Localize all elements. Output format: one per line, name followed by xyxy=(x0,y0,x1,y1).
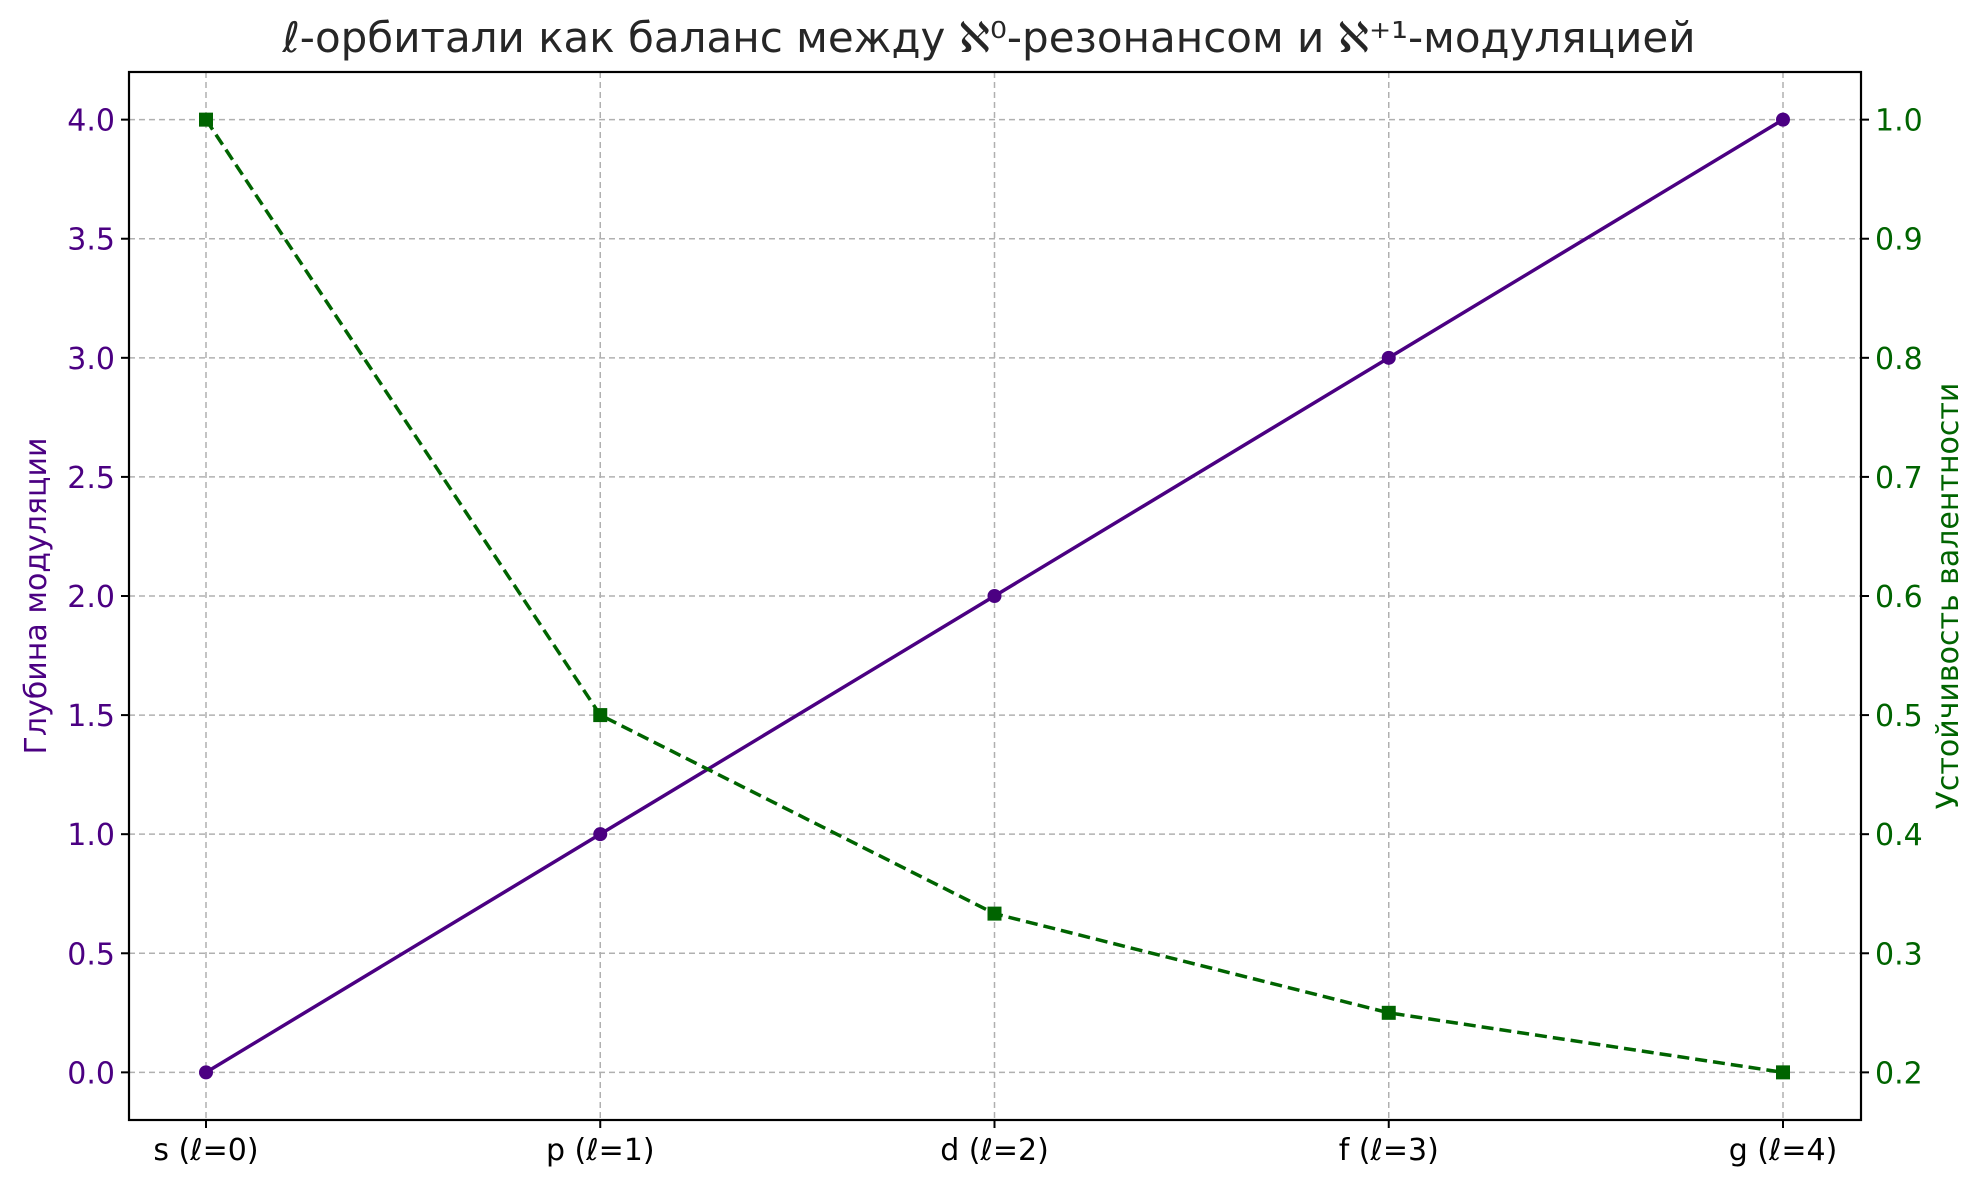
y-left-tick-label: 1.5 xyxy=(67,699,115,734)
x-tick-label: g (ℓ=4) xyxy=(1729,1133,1838,1168)
series-point-1 xyxy=(199,1065,213,1080)
y-right-tick-label: 0.6 xyxy=(1875,580,1923,615)
chart-title: ℓ-орбитали как баланс между ℵ⁰-резонансо… xyxy=(281,13,1695,62)
y-right-tick-label: 0.7 xyxy=(1875,461,1923,496)
y-axis-right-title: Устойчивость валентности xyxy=(1931,383,1966,810)
y-left-tick-label: 1.0 xyxy=(67,818,115,853)
y-right-tick-label: 0.9 xyxy=(1875,223,1923,258)
y-left-tick-label: 2.0 xyxy=(67,580,115,615)
y-left-tick-label: 3.0 xyxy=(67,342,115,377)
series-point-1 xyxy=(1381,350,1396,365)
series-point-1 xyxy=(1776,112,1790,127)
series-point-1 xyxy=(593,827,608,842)
y-right-tick-label: 1.0 xyxy=(1875,104,1923,139)
y-right-tick-label: 0.8 xyxy=(1875,342,1923,377)
series-point-1 xyxy=(987,589,1002,603)
y-left-tick-label: 4.0 xyxy=(67,104,115,139)
y-left-tick-label: 0.0 xyxy=(67,1056,115,1091)
x-tick-label: s (ℓ=0) xyxy=(153,1133,258,1168)
y-right-tick-label: 0.2 xyxy=(1875,1056,1923,1091)
y-left-tick-label: 3.5 xyxy=(67,223,115,258)
x-tick-label: f (ℓ=3) xyxy=(1339,1133,1439,1168)
y-right-tick-label: 0.5 xyxy=(1875,699,1923,734)
y-left-tick-label: 2.5 xyxy=(67,461,115,496)
grid xyxy=(129,72,1861,1120)
series-point-2 xyxy=(987,906,1002,921)
x-tick-label: d (ℓ=2) xyxy=(940,1133,1049,1168)
series-point-2 xyxy=(199,112,213,127)
series-point-2 xyxy=(593,708,608,723)
plot-series xyxy=(199,112,1790,1080)
y-right-tick-label: 0.3 xyxy=(1875,937,1923,972)
y-left-tick-label: 0.5 xyxy=(67,937,115,972)
x-tick-label: p (ℓ=1) xyxy=(546,1133,655,1168)
series-point-2 xyxy=(1381,1005,1396,1020)
y-axis-left-title: Глубина модуляции xyxy=(19,438,54,755)
y-right-tick-label: 0.4 xyxy=(1875,818,1923,853)
series-point-2 xyxy=(1776,1065,1790,1080)
axes: s (ℓ=0) p (ℓ=1) d (ℓ=2) f (ℓ=3) g (ℓ=4) 0.0 0.… xyxy=(67,104,1922,1168)
